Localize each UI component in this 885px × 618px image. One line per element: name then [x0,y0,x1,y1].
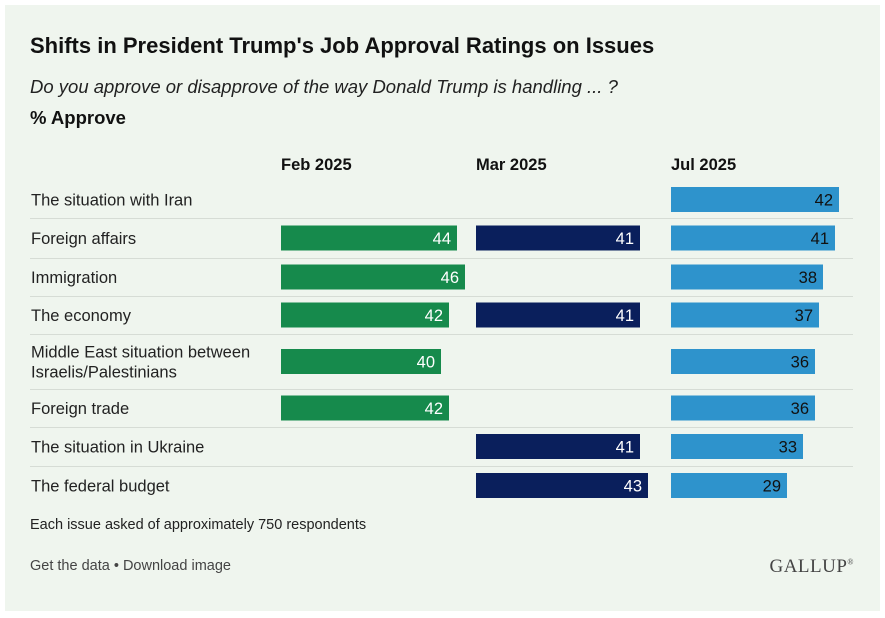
data-label-feb-2025-immigration: 46 [441,269,459,287]
bar-jul-2025-the-situation-in-ukraine [671,434,803,459]
gallup-logo-text: GALLUP [769,556,848,577]
bar-mar-2025-foreign-affairs [476,225,640,251]
category-label-foreign-affairs: Foreign affairs [31,230,136,248]
data-label-feb-2025-foreign-affairs: 44 [433,230,451,248]
chart-title: Shifts in President Trump's Job Approval… [30,33,655,58]
bar-chart: The situation with Iran 42 Foreign affairs… [30,187,853,498]
bar-jul-2025-middle-east-situation-between-israelis-palestinians [671,349,815,374]
data-label-jul-2025-the-situation-in-ukraine: 33 [779,439,797,457]
data-label-jul-2025-foreign-affairs: 41 [811,230,829,248]
bar-mar-2025-the-economy [476,302,640,328]
data-label-jul-2025-the-situation-with-iran: 42 [815,192,833,210]
bar-feb-2025-middle-east-situation-between-israelis-palestinians [281,349,441,374]
bar-feb-2025-immigration [281,264,465,290]
get-data-link[interactable]: Get the data [30,558,110,574]
category-label-immigration: Immigration [31,269,117,287]
bar-jul-2025-foreign-trade [671,395,815,421]
gallup-logo: GALLUP® [769,556,854,577]
column-header-mar-2025: Mar 2025 [476,156,547,174]
metric-label: % Approve [30,107,126,128]
chart-card: Shifts in President Trump's Job Approval… [5,5,880,611]
category-label-the-federal-budget: The federal budget [31,478,170,496]
bar-feb-2025-foreign-affairs [281,225,457,251]
category-label-the-situation-with-iran: The situation with Iran [31,192,192,210]
bar-mar-2025-the-federal-budget [476,473,648,498]
category-label-the-situation-in-ukraine: The situation in Ukraine [31,439,204,457]
data-label-feb-2025-foreign-trade: 42 [425,400,443,418]
data-label-jul-2025-middle-east-situation-between-israelis-palestinians: 36 [791,354,809,372]
bar-jul-2025-immigration [671,264,823,290]
bar-jul-2025-the-federal-budget [671,473,787,498]
data-label-mar-2025-the-economy: 41 [616,307,634,325]
bar-mar-2025-the-situation-in-ukraine [476,434,640,459]
data-label-feb-2025-middle-east-situation-between-israelis-palestinians: 40 [417,354,435,372]
category-label-foreign-trade: Foreign trade [31,400,129,418]
data-label-mar-2025-foreign-affairs: 41 [616,230,634,248]
data-label-jul-2025-the-economy: 37 [795,307,813,325]
data-label-jul-2025-foreign-trade: 36 [791,400,809,418]
bar-jul-2025-foreign-affairs [671,225,835,251]
bar-jul-2025-the-economy [671,302,819,328]
data-label-jul-2025-the-federal-budget: 29 [763,478,781,496]
sample-size-note: Each issue asked of approximately 750 re… [30,517,367,533]
footer-links: Get the data • Download image [30,558,231,574]
data-label-mar-2025-the-situation-in-ukraine: 41 [616,439,634,457]
download-image-link[interactable]: Download image [122,558,231,574]
category-label-middle-east-situation-between-israelis-palestinians: Middle East situation between Israelis/Pa… [31,344,250,382]
bar-feb-2025-foreign-trade [281,395,449,421]
bar-feb-2025-the-economy [281,302,449,328]
column-header-jul-2025: Jul 2025 [671,156,737,174]
data-label-feb-2025-the-economy: 42 [425,307,443,325]
data-label-jul-2025-immigration: 38 [799,269,817,287]
bar-jul-2025-the-situation-with-iran [671,187,839,212]
data-label-mar-2025-the-federal-budget: 43 [624,478,642,496]
column-header-feb-2025: Feb 2025 [281,156,352,174]
link-separator: • [109,558,123,574]
chart-subtitle: Do you approve or disapprove of the way … [30,76,618,97]
category-label-the-economy: The economy [31,307,132,325]
